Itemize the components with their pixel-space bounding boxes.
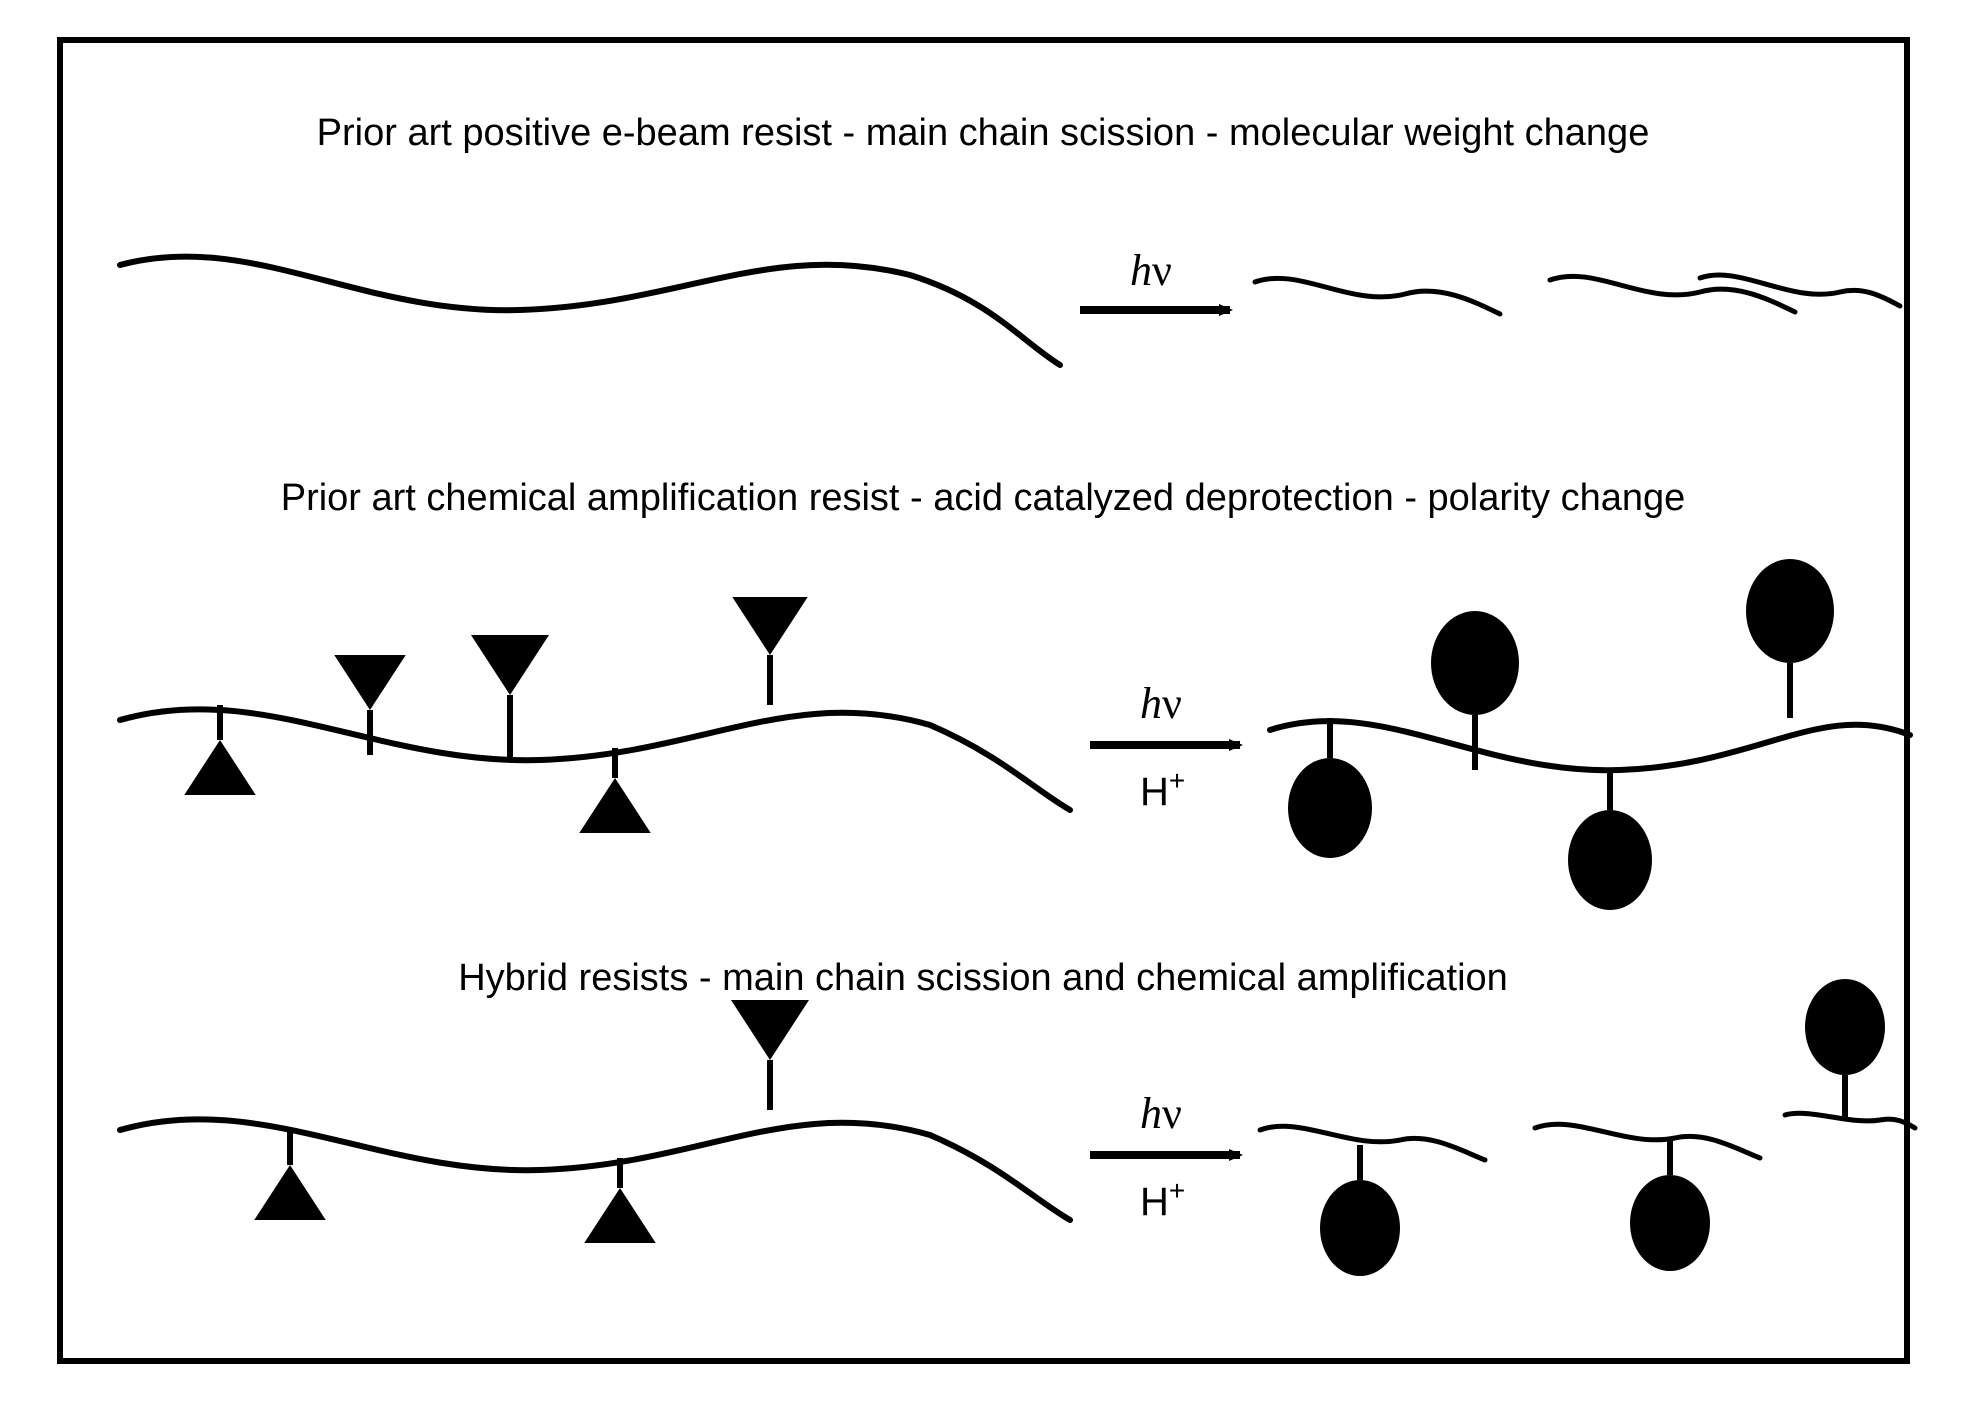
pendant-ellipse-icon — [1431, 611, 1519, 715]
pendant-ellipse-icon — [1288, 758, 1372, 858]
pendant-ellipse-icon — [1568, 810, 1652, 910]
pendant-ellipse-icon — [1805, 979, 1885, 1075]
hv-label: hν — [1130, 246, 1172, 295]
panel-caption: Prior art positive e-beam resist - main … — [317, 112, 1650, 154]
pendant-ellipse-icon — [1320, 1180, 1400, 1276]
panel-caption: Hybrid resists - main chain scission and… — [458, 957, 1508, 999]
hv-label: hν — [1140, 679, 1182, 728]
pendant-ellipse-icon — [1746, 559, 1834, 663]
panel-caption: Prior art chemical amplification resist … — [281, 477, 1686, 519]
hv-label: hν — [1140, 1089, 1182, 1138]
pendant-ellipse-icon — [1630, 1175, 1710, 1271]
